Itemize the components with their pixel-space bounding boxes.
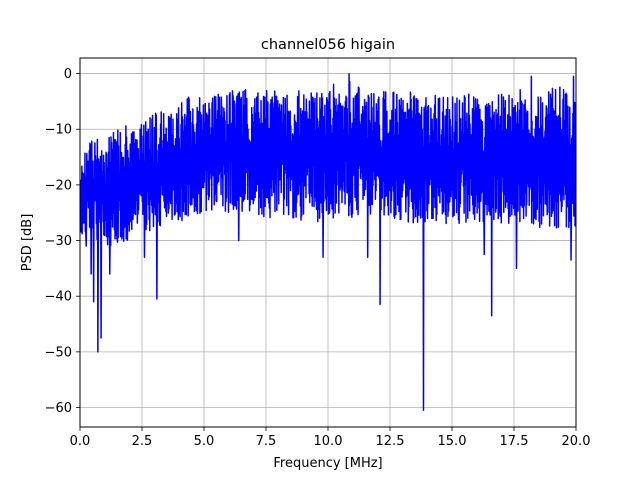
x-tick-label: 2.5 xyxy=(132,434,153,449)
x-tick-label: 17.5 xyxy=(500,434,529,449)
x-tick-label: 20.0 xyxy=(562,434,591,449)
x-tick-label: 0.0 xyxy=(70,434,91,449)
y-tick-label: 0 xyxy=(64,67,72,82)
x-tick-label: 10.0 xyxy=(314,434,343,449)
y-tick-label: −30 xyxy=(45,234,72,249)
psd-line xyxy=(80,72,576,412)
y-axis-ticks: 0 −10 −20 −30 −40 −50 −60 xyxy=(45,67,80,416)
y-tick-label: −10 xyxy=(45,123,72,138)
x-tick-label: 7.5 xyxy=(256,434,277,449)
x-tick-label: 12.5 xyxy=(376,434,405,449)
series-channel056 xyxy=(80,72,576,412)
x-tick-label: 5.0 xyxy=(194,434,215,449)
x-axis-ticks: 0.0 2.5 5.0 7.5 10.0 12.5 15.0 17.5 20.0 xyxy=(70,427,591,449)
x-tick-label: 15.0 xyxy=(438,434,467,449)
y-tick-label: −40 xyxy=(45,290,72,305)
x-axis-label: Frequency [MHz] xyxy=(273,456,382,471)
chart-title: channel056 higain xyxy=(261,37,395,53)
y-tick-label: −20 xyxy=(45,178,72,193)
y-tick-label: −50 xyxy=(45,345,72,360)
y-tick-label: −60 xyxy=(45,401,72,416)
y-axis-label: PSD [dB] xyxy=(20,214,35,272)
